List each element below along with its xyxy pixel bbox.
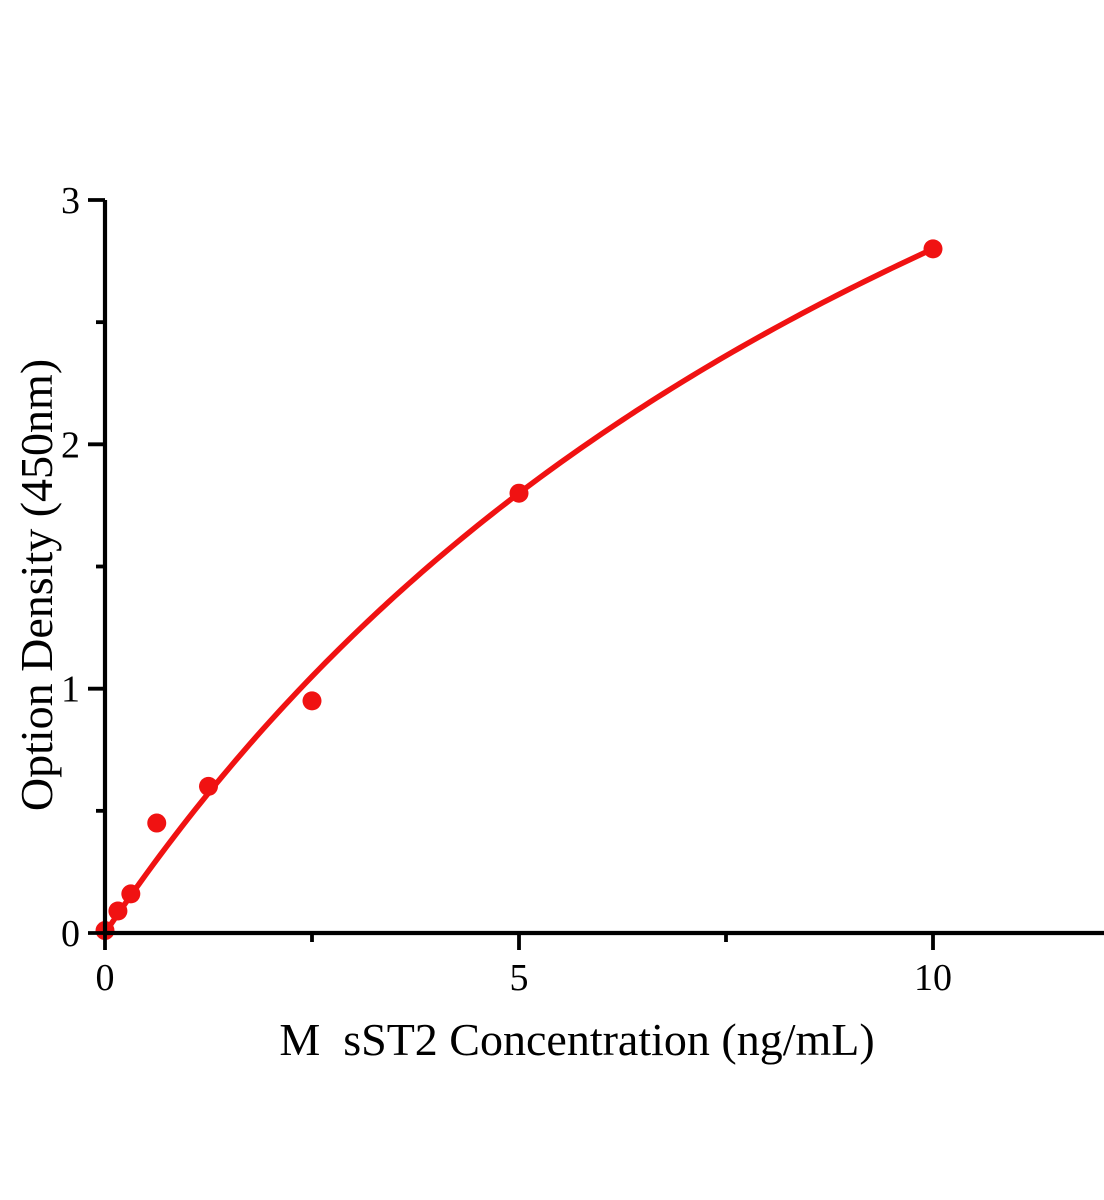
data-point — [302, 691, 322, 711]
data-point — [147, 813, 167, 833]
data-point — [923, 239, 943, 259]
x-tick-label: 5 — [510, 957, 529, 999]
data-point — [108, 901, 128, 921]
y-tick-label: 3 — [61, 180, 80, 222]
data-point — [509, 483, 529, 503]
y-tick-label: 1 — [61, 669, 80, 711]
x-tick-label: 10 — [914, 957, 952, 999]
y-axis-title: Option Density (450nm) — [11, 359, 62, 811]
x-tick-label: 0 — [96, 957, 115, 999]
x-axis-title: M sST2 Concentration (ng/mL) — [279, 1014, 874, 1065]
axes-layer: 0 5 10 0 1 2 3 — [61, 180, 1104, 999]
plot-series-layer — [95, 239, 943, 941]
data-point — [121, 884, 141, 904]
fit-curve-line — [102, 246, 936, 936]
data-point — [199, 776, 218, 796]
y-tick-label: 2 — [61, 424, 80, 466]
y-tick-label: 0 — [61, 913, 80, 955]
